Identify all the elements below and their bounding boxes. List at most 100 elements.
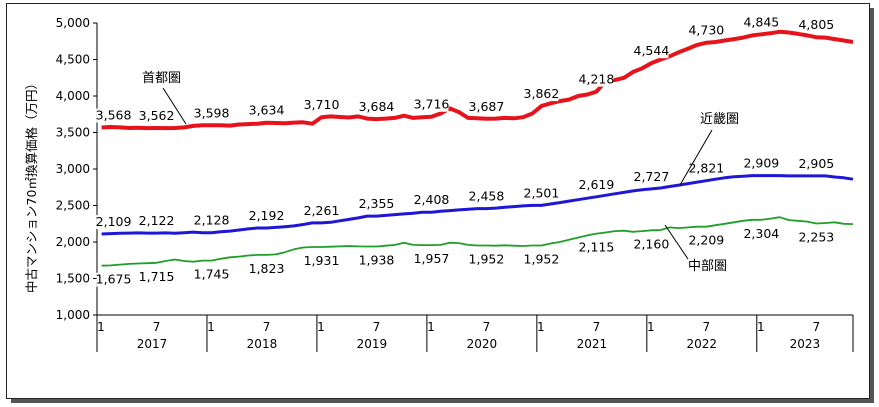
x-month-label: 7 xyxy=(703,320,711,334)
data-label: 2,458 xyxy=(469,189,505,204)
data-label-bg xyxy=(744,156,779,171)
data-label: 2,192 xyxy=(249,208,285,223)
y-tick-label: 5,000 xyxy=(56,16,90,30)
data-label-bg xyxy=(579,240,614,255)
data-label-bg xyxy=(524,252,559,267)
data-label-bg xyxy=(799,230,834,245)
x-month-label: 1 xyxy=(207,320,215,334)
y-tick-label: 2,000 xyxy=(56,235,90,249)
axes: 1,000 1,500 2,000 2,500 3,000 3,500 4,000 4,500… xyxy=(56,16,854,352)
x-month-label: 7 xyxy=(813,320,821,334)
x-month-label: 7 xyxy=(483,320,491,334)
data-label-bg xyxy=(304,98,339,113)
data-label-bg xyxy=(469,189,504,204)
data-label: 1,715 xyxy=(139,269,175,284)
y-tick-label: 3,500 xyxy=(56,126,90,140)
series-name-label: 中部圏 xyxy=(688,259,727,274)
data-label: 3,716 xyxy=(414,97,450,112)
data-label-bg xyxy=(579,177,614,192)
data-label-bg xyxy=(799,18,834,33)
data-label: 3,634 xyxy=(249,103,285,118)
data-label: 1,938 xyxy=(359,253,395,268)
x-month-label: 7 xyxy=(373,320,381,334)
x-year-label: 2017 xyxy=(137,337,168,351)
data-label: 2,408 xyxy=(414,192,450,207)
data-label-bg xyxy=(194,106,229,121)
y-tick-label: 1,500 xyxy=(56,272,90,286)
frame-shadow-bottom xyxy=(11,399,874,403)
data-label-bg xyxy=(744,15,779,30)
series-lines xyxy=(101,29,854,267)
data-label: 2,128 xyxy=(194,213,230,228)
data-label: 2,160 xyxy=(634,236,670,251)
data-label-bg xyxy=(744,226,779,241)
data-label: 3,710 xyxy=(304,97,340,112)
y-tick-label: 2,500 xyxy=(56,199,90,213)
data-label-bg xyxy=(304,254,339,269)
data-label: 2,122 xyxy=(139,213,175,228)
data-label-bg xyxy=(96,215,131,230)
x-month-label: 1 xyxy=(647,320,655,334)
data-label-bg xyxy=(359,253,394,268)
data-label-bg xyxy=(359,100,394,115)
data-label-bg xyxy=(689,161,724,176)
data-label-bg xyxy=(139,269,174,284)
data-label: 1,957 xyxy=(414,251,450,266)
data-label: 4,730 xyxy=(688,23,724,38)
series-name-label: 首都圏 xyxy=(142,71,181,86)
data-label-bg xyxy=(469,252,504,267)
data-label: 2,821 xyxy=(688,161,724,176)
data-label-bg xyxy=(96,108,131,123)
data-label: 3,687 xyxy=(469,99,505,114)
data-label: 3,862 xyxy=(524,86,560,101)
data-label-bg xyxy=(524,87,559,102)
data-label: 1,823 xyxy=(249,261,285,276)
callout-leader-line xyxy=(162,87,187,125)
data-label: 2,253 xyxy=(798,230,834,245)
data-label-bg xyxy=(689,23,724,38)
x-month-label: 7 xyxy=(593,320,601,334)
x-year-label: 2020 xyxy=(467,337,498,351)
data-label: 2,261 xyxy=(304,203,340,218)
data-label: 2,619 xyxy=(579,177,615,192)
x-month-label: 7 xyxy=(263,320,271,334)
x-year-label: 2019 xyxy=(357,337,388,351)
data-label-bg xyxy=(96,272,131,287)
data-label-bg xyxy=(249,103,284,118)
data-label-bg xyxy=(249,261,284,276)
data-label: 1,675 xyxy=(96,272,132,287)
data-label-bg xyxy=(634,237,669,252)
data-label-bg xyxy=(414,97,449,112)
data-label-bg xyxy=(304,203,339,218)
data-label-bg xyxy=(469,99,504,114)
series-line-1 xyxy=(101,29,854,131)
data-label: 2,115 xyxy=(579,240,615,255)
x-year-label: 2021 xyxy=(577,337,608,351)
data-label: 1,931 xyxy=(304,253,340,268)
data-label-bg xyxy=(799,156,834,171)
data-label: 3,568 xyxy=(96,108,132,123)
data-label-bg xyxy=(414,252,449,267)
data-label: 1,745 xyxy=(194,267,230,282)
y-tick-label: 4,000 xyxy=(56,89,90,103)
data-label: 2,355 xyxy=(359,196,395,211)
y-tick-label: 3,000 xyxy=(56,162,90,176)
data-label-bg xyxy=(249,208,284,223)
x-month-label: 1 xyxy=(757,320,765,334)
data-label: 1,952 xyxy=(524,252,560,267)
x-month-label: 1 xyxy=(427,320,435,334)
data-label: 2,909 xyxy=(743,156,779,171)
frame-shadow-right xyxy=(870,8,874,403)
data-label-bg xyxy=(634,169,669,184)
data-label: 2,209 xyxy=(688,233,724,248)
callout-leader-line xyxy=(679,129,713,186)
data-label: 2,109 xyxy=(96,214,132,229)
data-label-bg xyxy=(139,108,174,123)
data-label: 4,845 xyxy=(743,14,779,29)
data-label-bg xyxy=(194,213,229,228)
data-labels: 3,568 3,562 3,598 3,634 3,710 3,684 3,716 3,687… xyxy=(96,14,834,287)
y-tick-label: 1,000 xyxy=(56,308,90,322)
data-label: 2,905 xyxy=(798,156,834,171)
data-label-bg xyxy=(579,72,614,87)
